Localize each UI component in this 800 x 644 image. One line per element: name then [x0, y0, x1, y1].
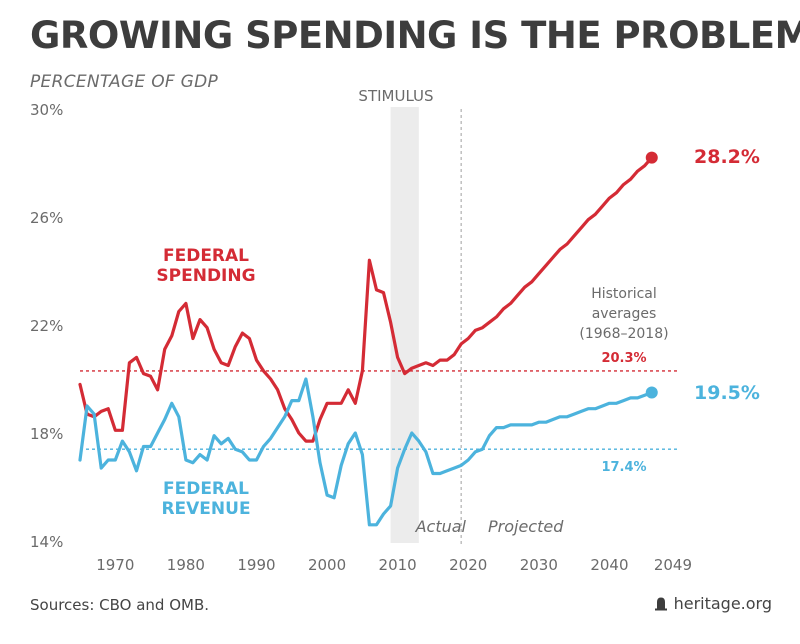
- y-axis-title: PERCENTAGE OF GDP: [30, 72, 219, 92]
- source-note: Sources: CBO and OMB.: [30, 596, 210, 614]
- actual-label: Actual: [415, 517, 467, 536]
- x-tick-label: 2030: [520, 556, 558, 574]
- x-tick-label: 2020: [449, 556, 487, 574]
- spending-series-label-line1: FEDERAL: [163, 246, 249, 266]
- y-tick-label: 18%: [30, 425, 63, 443]
- brand-credit[interactable]: heritage.org: [654, 594, 772, 613]
- x-tick-label: 1990: [237, 556, 275, 574]
- stimulus-label: STIMULUS: [358, 87, 433, 105]
- spending-series-label-line2: SPENDING: [156, 266, 255, 286]
- revenue-series-label-line1: FEDERAL: [163, 479, 249, 499]
- spending-end-marker: [645, 151, 658, 164]
- spending-end-value: 28.2%: [694, 146, 760, 168]
- revenue-end-value: 19.5%: [694, 382, 760, 404]
- x-tick-label: 1970: [96, 556, 134, 574]
- x-tick-label: 2049: [654, 556, 692, 574]
- x-tick-label: 1980: [167, 556, 205, 574]
- x-tick-label: 2040: [590, 556, 628, 574]
- y-tick-label: 22%: [30, 317, 63, 335]
- y-tick-label: 26%: [30, 209, 63, 227]
- revenue-series-label-line2: REVENUE: [161, 499, 250, 519]
- chart-title: GROWING SPENDING IS THE PROBLEM: [30, 14, 800, 57]
- revenue-line: [78, 377, 654, 527]
- y-tick-label: 14%: [30, 533, 63, 551]
- spending-line: [78, 156, 654, 443]
- historical-note-line3: (1968–2018): [579, 326, 668, 342]
- historical-note-line2: averages: [592, 306, 657, 322]
- x-tick-label: 2010: [379, 556, 417, 574]
- revenue-average-label: 17.4%: [601, 460, 646, 475]
- projected-label: Projected: [488, 517, 564, 536]
- brand-name: heritage.org: [673, 594, 772, 613]
- bell-icon: [654, 597, 667, 611]
- stimulus-shade: [390, 107, 419, 543]
- revenue-end-marker: [645, 386, 658, 399]
- line-chart: 14% 18% 22% 26% 30% 1970 1980 1990 2000 2010 2020 2…: [30, 87, 760, 574]
- spending-average-label: 20.3%: [601, 351, 646, 366]
- y-tick-label: 30%: [30, 101, 63, 119]
- x-tick-label: 2000: [308, 556, 346, 574]
- historical-note-line1: Historical: [591, 286, 657, 302]
